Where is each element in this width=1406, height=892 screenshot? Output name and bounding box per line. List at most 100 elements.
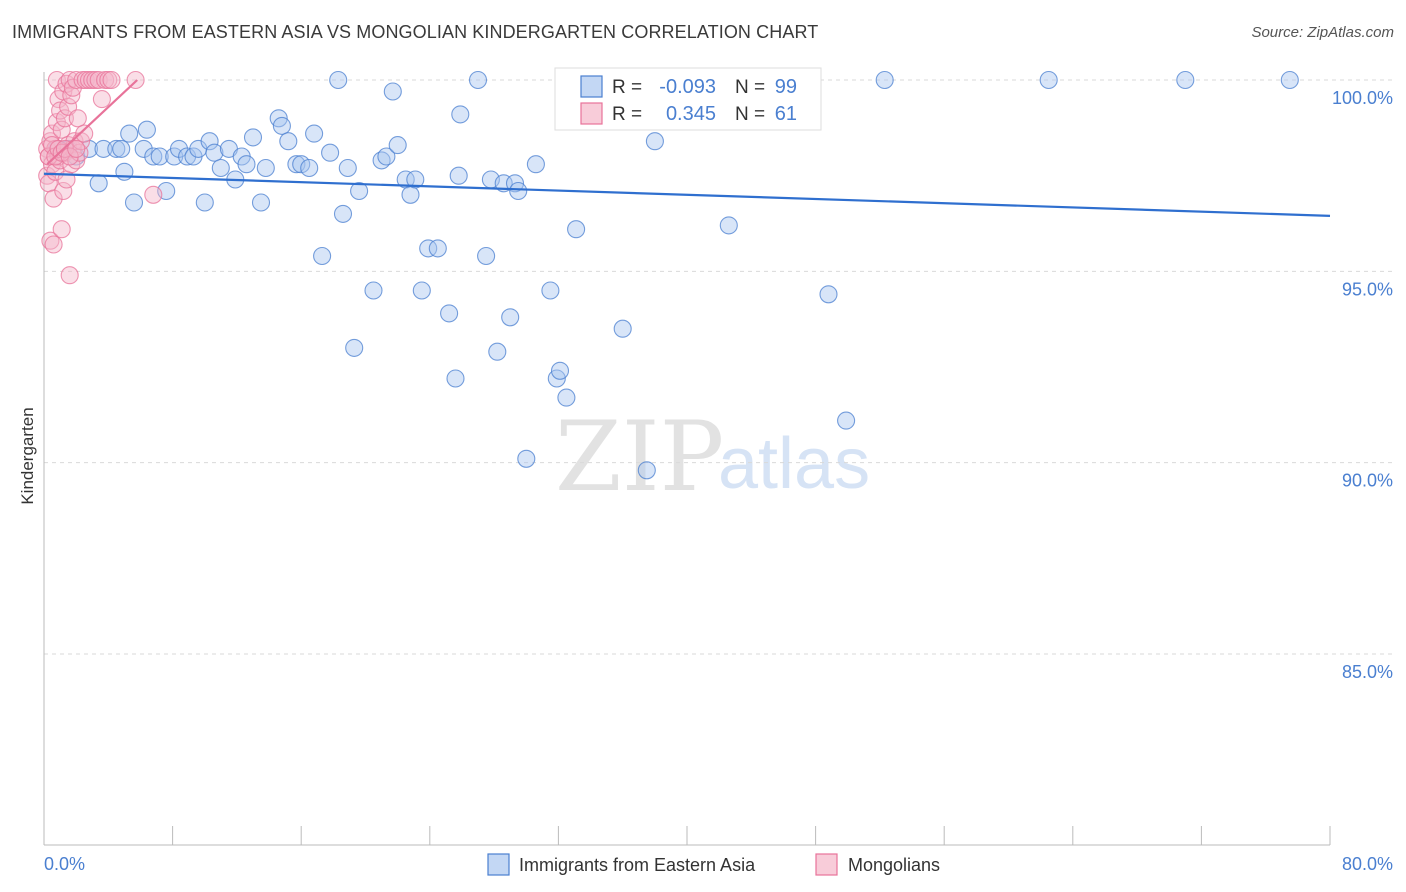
point-blue-69 <box>509 181 528 201</box>
y-tick-label-95: 95.0% <box>1342 279 1393 299</box>
point-blue-87 <box>1176 70 1195 90</box>
point-pink-21 <box>54 181 73 201</box>
source-attribution: Source: ZipAtlas.com <box>1251 24 1394 41</box>
legend-r-label-blue: R = <box>612 77 642 98</box>
bottom-legend-swatch-pink <box>815 853 838 876</box>
point-blue-83 <box>819 285 838 304</box>
point-blue-65 <box>488 342 507 361</box>
point-blue-53 <box>401 185 420 204</box>
point-blue-5 <box>89 174 108 193</box>
point-pink-50 <box>102 70 121 90</box>
point-blue-45 <box>345 338 364 357</box>
point-blue-63 <box>477 246 496 266</box>
point-blue-88 <box>1280 70 1299 90</box>
point-blue-12 <box>134 139 153 158</box>
watermark-zip: ZIP <box>555 401 724 513</box>
trend-line-blue <box>43 172 1331 217</box>
y-tick-label-90: 90.0% <box>1342 471 1393 491</box>
watermark-atlas: atlas <box>718 424 870 504</box>
point-blue-24 <box>205 143 224 162</box>
point-blue-82 <box>719 216 738 235</box>
point-blue-60 <box>449 166 468 185</box>
point-blue-58 <box>440 304 459 323</box>
point-pink-41 <box>75 124 94 143</box>
point-blue-31 <box>251 193 271 212</box>
point-pink-57 <box>60 147 79 166</box>
correlation-legend: R = -0.093 N = 99 R = 0.345 N = 61 <box>554 67 822 131</box>
legend-swatch-blue <box>580 75 603 98</box>
point-pink-36 <box>67 70 86 90</box>
point-blue-30 <box>243 128 263 147</box>
point-blue-85 <box>875 70 894 90</box>
point-blue-51 <box>388 136 407 155</box>
point-pink-8 <box>44 189 63 208</box>
point-blue-42 <box>329 70 348 90</box>
point-pink-58 <box>67 139 86 158</box>
trend-lines <box>43 79 1331 217</box>
point-pink-47 <box>92 90 111 109</box>
x-tick-label-max: 80.0% <box>1342 854 1393 874</box>
point-blue-43 <box>333 204 353 223</box>
point-blue-86 <box>1039 70 1058 90</box>
point-pink-12 <box>47 70 66 90</box>
bottom-legend-swatch-blue <box>487 853 510 876</box>
legend-n-label-blue: N = <box>735 77 765 98</box>
point-blue-55 <box>412 281 431 300</box>
point-blue-41 <box>321 143 340 162</box>
point-pink-9 <box>44 235 63 254</box>
legend-n-value-blue: 99 <box>775 76 797 98</box>
point-blue-22 <box>195 193 214 212</box>
point-blue-29 <box>237 155 256 174</box>
x-tick-label-min: 0.0% <box>44 854 85 874</box>
point-blue-75 <box>557 388 576 407</box>
legend-swatch-pink <box>580 102 603 125</box>
point-blue-11 <box>124 193 144 212</box>
point-blue-9 <box>115 162 134 181</box>
axes: 85.0% 90.0% 95.0% 100.0% <box>43 72 1393 846</box>
point-blue-8 <box>112 139 131 158</box>
data-points <box>38 70 1299 480</box>
legend-n-label-pink: N = <box>735 104 765 125</box>
point-blue-7 <box>107 139 126 158</box>
point-blue-13 <box>137 120 156 139</box>
point-pink-27 <box>59 97 78 116</box>
point-pink-46 <box>89 70 108 90</box>
y-tick-label-100: 100.0% <box>1332 88 1393 108</box>
point-blue-50 <box>383 82 402 101</box>
point-blue-77 <box>613 319 632 338</box>
point-pink-19 <box>52 220 71 239</box>
point-pink-18 <box>52 120 71 139</box>
point-pink-29 <box>60 266 79 285</box>
legend-r-label-pink: R = <box>612 104 642 125</box>
point-blue-54 <box>406 170 425 189</box>
point-blue-80 <box>645 132 664 151</box>
point-blue-76 <box>567 220 586 239</box>
point-blue-84 <box>837 411 856 430</box>
point-blue-61 <box>451 105 470 124</box>
point-blue-79 <box>637 461 656 480</box>
point-blue-25 <box>211 158 230 178</box>
point-blue-56 <box>419 239 438 258</box>
point-blue-67 <box>501 308 520 327</box>
point-blue-47 <box>364 281 383 300</box>
point-blue-44 <box>338 158 357 178</box>
point-blue-40 <box>313 246 332 266</box>
point-pink-37 <box>68 109 87 128</box>
point-pink-23 <box>55 109 74 128</box>
point-blue-32 <box>256 158 275 178</box>
bottom-legend-label-blue: Immigrants from Eastern Asia <box>519 855 756 875</box>
point-blue-70 <box>517 449 536 468</box>
y-tick-label-85: 85.0% <box>1342 662 1393 682</box>
point-blue-74 <box>550 361 570 380</box>
point-blue-46 <box>350 181 369 201</box>
chart-title: IMMIGRANTS FROM EASTERN ASIA VS MONGOLIA… <box>12 22 819 42</box>
point-blue-57 <box>428 239 447 258</box>
point-blue-10 <box>120 124 139 143</box>
point-blue-49 <box>377 147 396 166</box>
y-axis-title: Kindergarten <box>18 407 37 504</box>
point-blue-71 <box>526 155 545 174</box>
point-blue-15 <box>150 147 169 166</box>
point-blue-39 <box>305 124 324 143</box>
point-blue-23 <box>200 132 219 151</box>
point-blue-72 <box>541 281 560 300</box>
